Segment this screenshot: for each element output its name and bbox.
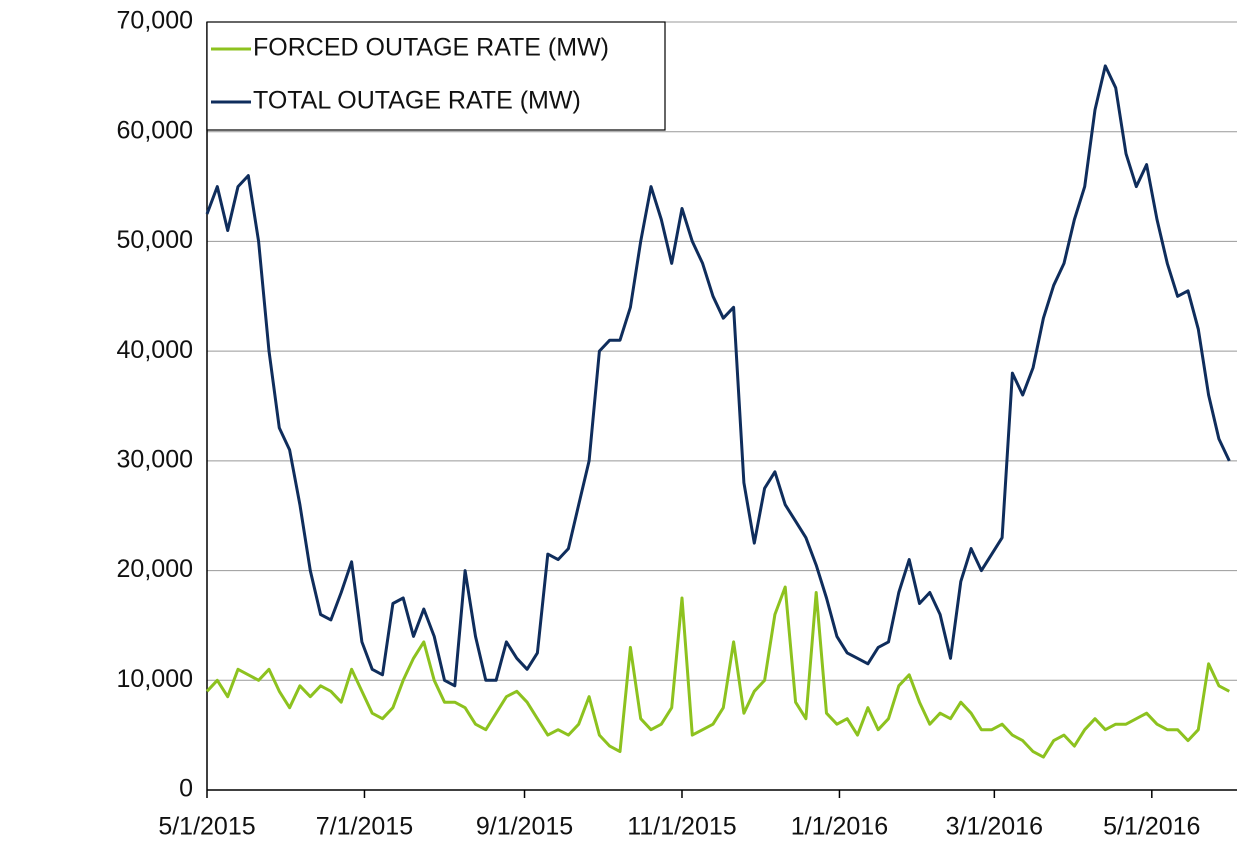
x-tick-label: 11/1/2015 <box>627 813 736 841</box>
series-line <box>205 585 1231 759</box>
legend-box <box>206 21 666 131</box>
y-tick-label: 0 <box>179 775 193 803</box>
x-tick-label: 1/1/2016 <box>791 813 888 841</box>
x-tick-label: 9/1/2015 <box>476 813 573 841</box>
legend-label: TOTAL OUTAGE RATE (MW) <box>253 87 581 115</box>
x-tick-label: 7/1/2015 <box>316 813 413 841</box>
series-line <box>205 64 1231 688</box>
y-tick-label: 60,000 <box>117 116 193 144</box>
y-tick-label: 70,000 <box>117 7 193 35</box>
y-tick-label: 40,000 <box>117 336 193 364</box>
y-tick-label: 20,000 <box>117 555 193 583</box>
legend-label: FORCED OUTAGE RATE (MW) <box>253 34 609 62</box>
y-tick-label: 50,000 <box>117 226 193 254</box>
x-tick-label: 5/1/2016 <box>1103 813 1200 841</box>
y-tick-label: 30,000 <box>117 445 193 473</box>
x-tick-label: 3/1/2016 <box>946 813 1043 841</box>
y-tick-label: 10,000 <box>117 665 193 693</box>
x-tick-label: 5/1/2015 <box>158 813 255 841</box>
